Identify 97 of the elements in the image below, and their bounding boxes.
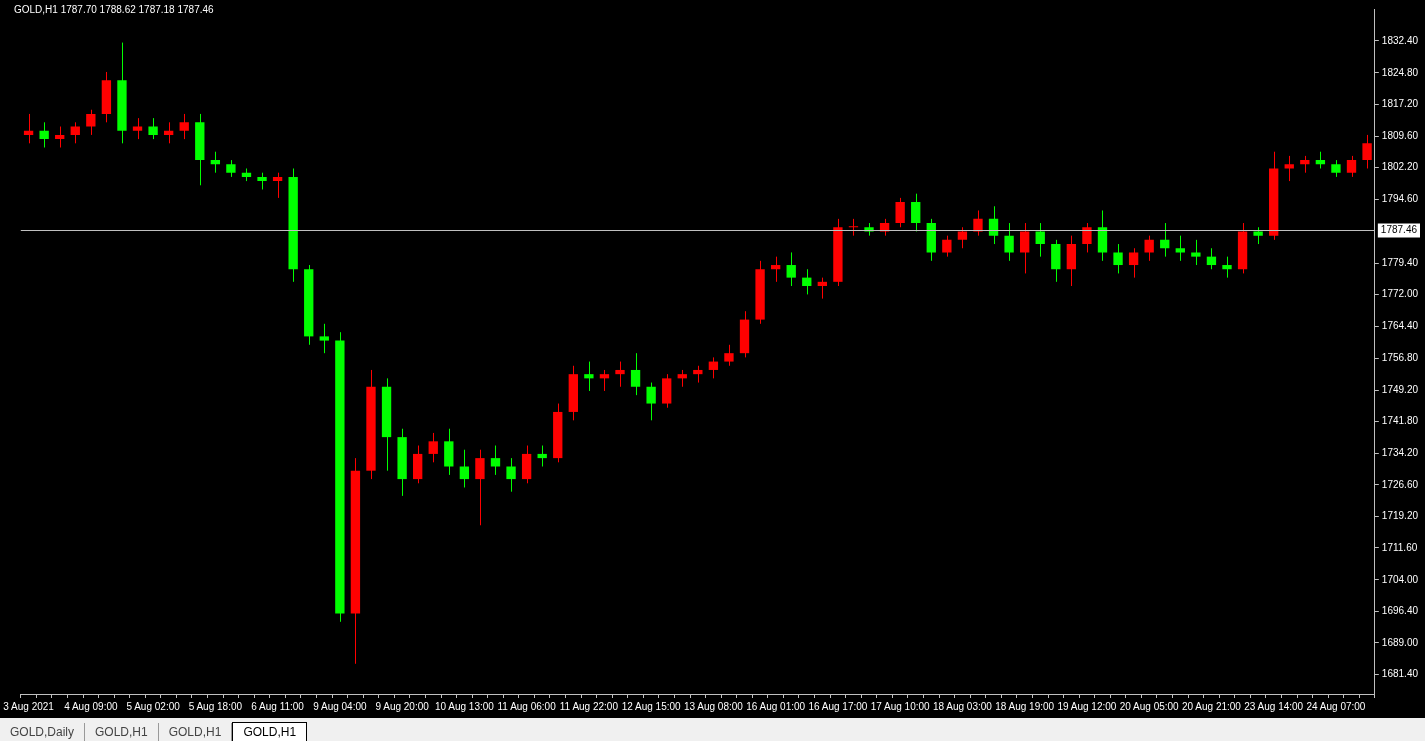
x-tick-label: 19 Aug 12:00 [1057,700,1117,712]
candlestick [1082,222,1092,253]
y-tick-label: 1696.40 [1381,605,1419,617]
x-tick-label: 16 Aug 17:00 [808,700,868,712]
candlestick [210,151,221,174]
candlestick [23,113,34,144]
x-tick-label: 16 Aug 01:00 [746,700,806,712]
candlestick [1191,239,1201,266]
candlestick [1284,155,1294,182]
x-tick-label: 11 Aug 22:00 [559,700,619,712]
candlestick [895,197,905,228]
candlestick [584,361,594,392]
x-tick-label: 13 Aug 08:00 [683,700,744,712]
y-tick-label: 1681.40 [1381,668,1419,680]
candlestick [490,445,501,476]
x-tick-label: 5 Aug 02:00 [126,700,181,712]
candlestick [724,344,734,367]
text: GOLD,H1 [232,722,308,741]
candlestick [1206,247,1217,270]
x-tick-label: 18 Aug 19:00 [995,700,1055,712]
candlestick [1346,155,1357,178]
x-tick-label: 23 Aug 14:00 [1244,700,1304,712]
candlestick [1020,222,1030,274]
y-tick-label: 1741.80 [1381,414,1419,426]
candlestick [1160,222,1170,258]
candlestick [1222,256,1232,279]
y-tick-label: 1824.80 [1381,66,1419,78]
x-tick-label: 10 Aug 13:00 [434,700,495,712]
x-tick-label: 20 Aug 21:00 [1181,700,1242,712]
x-tick-label: 11 Aug 06:00 [497,700,557,712]
candlestick [148,117,158,140]
candlestick [55,126,65,149]
candlestick [942,235,952,258]
y-tick-label: 1802.20 [1381,161,1419,173]
candlestick [988,205,999,245]
y-tick-label: 1749.20 [1381,383,1419,395]
x-tick-label: 24 Aug 07:00 [1306,700,1366,712]
x-tick-label: 9 Aug 04:00 [313,700,367,712]
x-tick-label: 12 Aug 15:00 [621,700,682,712]
candlestick [599,369,610,392]
candlestick [132,117,143,140]
candlestick [163,121,174,144]
text: GOLD,H1 [158,723,233,741]
candlestick [646,382,656,421]
x-tick-label: 17 Aug 10:00 [870,700,931,712]
y-tick-label: 1764.40 [1381,320,1419,332]
y-tick-label: 1817.20 [1381,98,1419,110]
candlestick [630,352,641,396]
x-tick-label: 20 Aug 05:00 [1119,700,1180,712]
candlestick [615,361,625,388]
y-tick-label: 1756.80 [1381,351,1419,363]
candlestick [770,256,781,283]
candlestick [272,172,283,199]
x-tick-label: 5 Aug 18:00 [188,700,243,712]
y-tick-label: 1772.00 [1381,288,1419,300]
candlestick [475,449,485,526]
candlestick [911,193,921,232]
candlestick [1128,247,1139,279]
candlestick [786,251,796,287]
candlestick [1175,235,1185,262]
y-tick-label: 1794.60 [1381,193,1419,205]
chart-title: GOLD,H1 1787.70 1788.62 1787.18 1787.46 [14,4,214,15]
y-tick-label: 1734.20 [1381,446,1419,458]
candlestick [1035,222,1045,258]
candlestick [1144,235,1154,262]
candlestick [957,226,968,249]
candlestick [1113,243,1123,274]
candlestick [70,121,80,144]
x-tick-label: 6 Aug 11:00 [251,700,305,712]
candlestick [708,356,719,379]
candlestick [537,445,547,468]
candlestick [1004,222,1014,262]
y-tick-label: 1689.00 [1381,636,1419,648]
x-tick-label: 4 Aug 09:00 [64,700,118,712]
candlestick [459,449,470,488]
candlestick [319,323,329,354]
candlestick [39,121,49,149]
x-tick-label: 3 Aug 2021 [3,700,55,712]
y-tick-label: 1711.60 [1381,541,1418,553]
y-tick-label: 1719.20 [1381,509,1419,521]
y-tick-label: 1704.00 [1381,573,1419,585]
candlestick [428,432,438,463]
x-tick-label: 18 Aug 03:00 [932,700,993,712]
candlestick [86,109,96,136]
candlestick [1362,134,1372,169]
ref-line-label: 1787.46 [1380,224,1418,236]
text: GOLD,Daily [0,723,86,741]
y-tick-label: 1809.60 [1381,130,1419,142]
y-tick-label: 1832.40 [1381,34,1419,46]
y-tick-label: 1779.40 [1381,257,1419,269]
y-tick-label: 1726.60 [1381,478,1419,490]
candlestick [506,457,516,493]
candlestick [817,277,828,300]
candlestick [179,113,189,140]
candlestick [802,268,812,295]
text: GOLD,H1 [85,723,159,741]
x-tick-label: 9 Aug 20:00 [375,700,430,712]
